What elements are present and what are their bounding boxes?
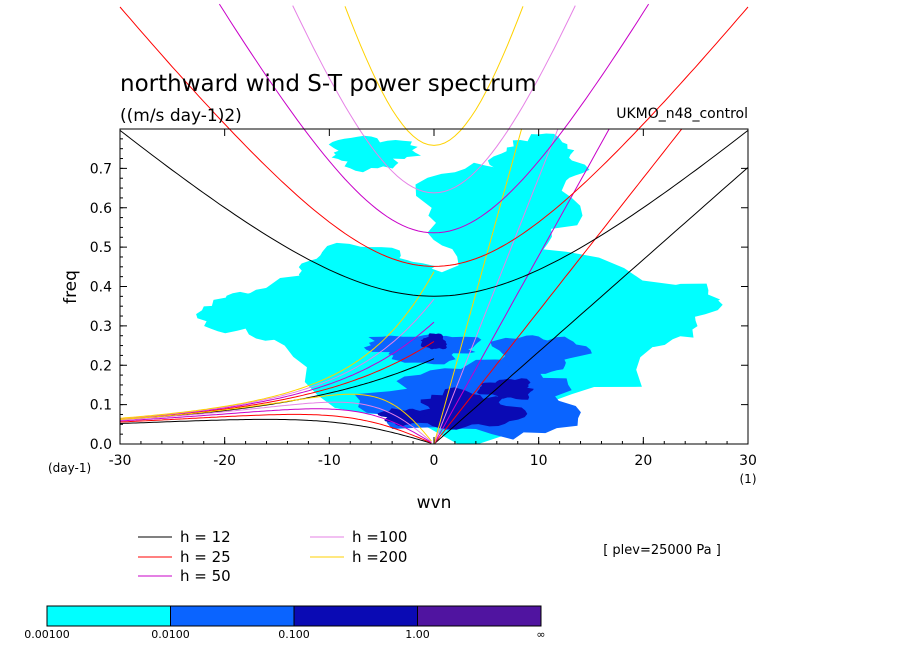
colorbar-segment	[293, 605, 418, 627]
y-tick-label: 0.3	[90, 319, 112, 335]
x-unit-label: (1)	[740, 472, 757, 486]
x-axis-label: wvn	[417, 493, 452, 513]
kelvin-curve-h100	[433, 129, 559, 444]
x-tick-label: 30	[739, 453, 757, 469]
rossby-curve-h25	[120, 413, 432, 444]
contour-region-9	[490, 335, 592, 378]
colorbar-label: 1.00	[405, 628, 430, 641]
chart-title: northward wind S-T power spectrum	[120, 71, 537, 97]
y-axis-label: freq	[61, 270, 81, 304]
mrg-curve-h200	[120, 271, 435, 419]
rossby-curve-h100	[120, 401, 432, 443]
x-tick-label: -20	[213, 453, 236, 469]
y-tick-label: 0.0	[90, 437, 112, 453]
legend: h = 12 h = 25h = 50 h =100 h =200	[138, 528, 407, 585]
colorbar-label: ∞	[536, 628, 545, 641]
axes: -30 -20 -10 0 10 20 30 0.0 0.1 0.2 0.3 0.4 0.5 0.6 0.7	[90, 129, 757, 469]
contour-region-2	[328, 135, 421, 173]
contour-region-4	[196, 285, 312, 341]
contour-region-5	[587, 275, 723, 347]
ig-curve-h12	[119, 130, 749, 297]
kelvin-curve-h12	[433, 167, 748, 444]
colorbar-segment	[417, 605, 542, 627]
x-tick-label: 10	[530, 453, 548, 469]
y-tick-label: 0.5	[90, 240, 112, 256]
ig-curve-h200	[344, 6, 524, 146]
legend-label: h = 50	[180, 567, 231, 585]
chart-units: ((m/s day-1)2)	[120, 106, 242, 126]
y-unit-label: (day-1)	[48, 461, 91, 475]
colorbar-label: 0.0100	[151, 628, 190, 641]
contour-region-6	[292, 242, 436, 297]
legend-label: h =200	[352, 548, 407, 566]
dataset-label: UKMO_n48_control	[616, 106, 748, 122]
kelvin-curve-h200	[433, 129, 523, 444]
x-tick-label: -10	[318, 453, 341, 469]
level-note: [ plev=25000 Pa ]	[603, 543, 721, 558]
colorbar-label: 0.00100	[24, 628, 70, 641]
x-tick-label: 0	[430, 453, 439, 469]
kelvin-curve-h50	[433, 129, 610, 444]
dispersion-curves	[120, 129, 748, 444]
y-tick-label: 0.1	[90, 398, 112, 414]
colorbar-label: 0.100	[278, 628, 310, 641]
rossby-curve-h200	[120, 393, 432, 442]
y-tick-label: 0.2	[90, 358, 112, 374]
contour-region-3	[487, 133, 590, 186]
ig-curve-h50	[218, 3, 650, 234]
x-tick-label: -30	[109, 453, 132, 469]
y-tick-label: 0.6	[90, 201, 112, 217]
rossby-curve-h50	[120, 408, 432, 443]
colorbar-segment	[170, 605, 295, 627]
colorbar: 0.00100 0.0100 0.100 1.00 ∞	[24, 605, 546, 641]
ig-curve-h25	[119, 6, 749, 267]
ig-curve-h100	[292, 5, 576, 194]
rossby-curve-h12	[120, 418, 432, 444]
y-tick-label: 0.7	[90, 161, 112, 177]
kelvin-curve-h25	[433, 129, 683, 444]
y-tick-label: 0.4	[90, 280, 112, 296]
legend-label: h = 25	[180, 548, 231, 566]
legend-label: h =100	[352, 528, 407, 546]
contour-region-10	[408, 387, 528, 430]
x-tick-label: 20	[634, 453, 652, 469]
dispersion-curves-outside	[119, 3, 749, 297]
contour-region-1	[415, 162, 583, 285]
legend-label: h = 12	[180, 528, 231, 546]
colorbar-segment	[46, 605, 171, 627]
